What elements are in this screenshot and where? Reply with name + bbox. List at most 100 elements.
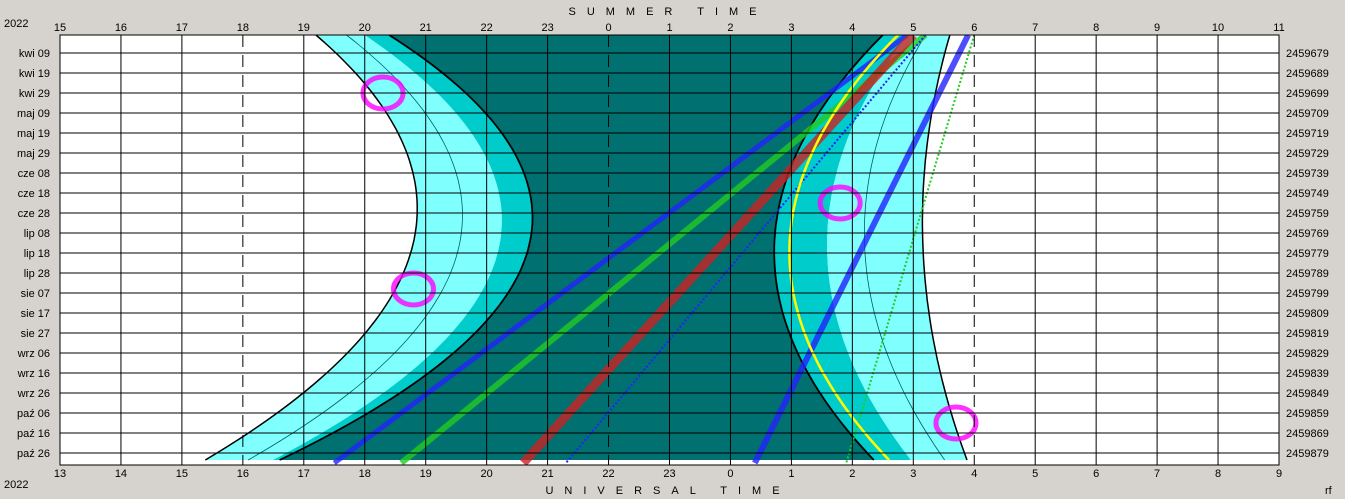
julian-day-label: 2459789 bbox=[1286, 268, 1329, 280]
bottom-tick-label: 7 bbox=[1154, 468, 1160, 480]
julian-day-label: 2459849 bbox=[1286, 388, 1329, 400]
date-label: wrz 26 bbox=[17, 388, 50, 400]
bottom-tick-label: 19 bbox=[420, 468, 432, 480]
top-tick-label: 20 bbox=[359, 22, 371, 34]
bottom-tick-label: 23 bbox=[663, 468, 675, 480]
date-label: lip 08 bbox=[24, 228, 50, 240]
date-label: paź 16 bbox=[17, 428, 50, 440]
bottom-tick-label: 5 bbox=[1032, 468, 1038, 480]
saturn-track bbox=[332, 35, 909, 465]
julian-day-label: 2459799 bbox=[1286, 288, 1329, 300]
top-tick-label: 5 bbox=[910, 22, 916, 34]
top-tick-label: 22 bbox=[481, 22, 493, 34]
bottom-tick-label: 17 bbox=[298, 468, 310, 480]
date-label: lip 28 bbox=[24, 268, 50, 280]
saturn-dotted-track bbox=[565, 35, 927, 464]
date-label: maj 29 bbox=[17, 148, 50, 160]
bottom-tick-label: 3 bbox=[910, 468, 916, 480]
date-label: cze 08 bbox=[18, 168, 50, 180]
julian-day-label: 2459779 bbox=[1286, 248, 1329, 260]
moon-loop-4 bbox=[933, 404, 979, 442]
julian-day-label: 2459739 bbox=[1286, 168, 1329, 180]
julian-day-label: 2459679 bbox=[1286, 48, 1329, 60]
night-band bbox=[279, 35, 883, 460]
evening-civil-twilight bbox=[205, 35, 463, 460]
morning-dark-line bbox=[773, 35, 884, 461]
date-label: kwi 29 bbox=[19, 88, 50, 100]
twilight-bands bbox=[204, 35, 968, 461]
corner-note: rf bbox=[1325, 485, 1333, 497]
julian-day-label: 2459879 bbox=[1286, 448, 1329, 460]
julian-day-label: 2459809 bbox=[1286, 308, 1329, 320]
top-tick-label: 1 bbox=[666, 22, 672, 34]
bottom-tick-label: 9 bbox=[1276, 468, 1282, 480]
top-tick-label: 11 bbox=[1273, 22, 1284, 34]
year-label-top: 2022 bbox=[4, 18, 28, 30]
top-tick-label: 0 bbox=[605, 22, 611, 34]
bottom-tick-label: 6 bbox=[1093, 468, 1099, 480]
date-label: paź 06 bbox=[17, 408, 50, 420]
morning-nautical-twilight bbox=[827, 35, 945, 460]
top-tick-label: 19 bbox=[298, 22, 310, 34]
year-label-bottom: 2022 bbox=[4, 479, 28, 491]
top-tick-label: 23 bbox=[541, 22, 553, 34]
bottom-tick-label: 16 bbox=[237, 468, 249, 480]
bottom-tick-label: 22 bbox=[602, 468, 614, 480]
top-tick-label: 8 bbox=[1093, 22, 1099, 34]
bottom-tick-label: 13 bbox=[54, 468, 66, 480]
date-label: paź 26 bbox=[17, 448, 50, 460]
top-tick-label: 3 bbox=[788, 22, 794, 34]
julian-day-label: 2459719 bbox=[1286, 128, 1329, 140]
date-label: wrz 16 bbox=[17, 368, 50, 380]
top-tick-label: 9 bbox=[1154, 22, 1160, 34]
julian-day-label: 2459749 bbox=[1286, 188, 1329, 200]
bottom-tick-label: 2 bbox=[849, 468, 855, 480]
julian-day-label: 2459729 bbox=[1286, 148, 1329, 160]
top-tick-label: 15 bbox=[54, 22, 66, 34]
morning-civil-twilight bbox=[864, 35, 967, 460]
bottom-tick-label: 15 bbox=[176, 468, 188, 480]
evening-civil-line bbox=[247, 35, 463, 461]
plot-border bbox=[59, 34, 1280, 466]
evening-nautical-twilight bbox=[248, 35, 502, 460]
summer-time-title: SUMMER TIME bbox=[568, 6, 767, 18]
bottom-tick-label: 0 bbox=[727, 468, 733, 480]
top-tick-label: 17 bbox=[176, 22, 188, 34]
top-tick-label: 21 bbox=[420, 22, 432, 34]
top-tick-label: 4 bbox=[849, 22, 855, 34]
bottom-tick-label: 8 bbox=[1215, 468, 1221, 480]
julian-day-label: 2459859 bbox=[1286, 408, 1329, 420]
evening-dark-line bbox=[279, 35, 534, 461]
top-tick-label: 10 bbox=[1212, 22, 1224, 34]
top-tick-label: 2 bbox=[727, 22, 733, 34]
date-label: sie 27 bbox=[21, 328, 50, 340]
morning-marker-curve bbox=[788, 35, 899, 461]
universal-time-title: UNIVERSAL TIME bbox=[545, 485, 790, 497]
jupiter-dotted-track bbox=[845, 35, 976, 464]
julian-day-label: 2459839 bbox=[1286, 368, 1329, 380]
date-label: cze 18 bbox=[18, 188, 50, 200]
julian-day-label: 2459829 bbox=[1286, 348, 1329, 360]
date-label: wrz 06 bbox=[17, 348, 50, 360]
bottom-tick-label: 4 bbox=[971, 468, 977, 480]
date-label: cze 28 bbox=[18, 208, 50, 220]
bottom-tick-label: 20 bbox=[481, 468, 493, 480]
moon-loop-3 bbox=[817, 184, 863, 222]
bottom-tick-label: 14 bbox=[115, 468, 127, 480]
bottom-tick-label: 21 bbox=[541, 468, 553, 480]
date-label: lip 18 bbox=[24, 248, 50, 260]
top-tick-label: 16 bbox=[115, 22, 127, 34]
date-label: sie 17 bbox=[21, 308, 50, 320]
object-tracks bbox=[332, 35, 979, 465]
julian-day-label: 2459759 bbox=[1286, 208, 1329, 220]
julian-day-label: 2459699 bbox=[1286, 88, 1329, 100]
saturn-late-track bbox=[752, 35, 971, 465]
date-label: kwi 09 bbox=[19, 48, 50, 60]
bottom-tick-label: 18 bbox=[359, 468, 371, 480]
top-tick-label: 18 bbox=[237, 22, 249, 34]
top-tick-label: 6 bbox=[971, 22, 977, 34]
julian-day-label: 2459709 bbox=[1286, 108, 1329, 120]
date-label: maj 09 bbox=[17, 108, 50, 120]
